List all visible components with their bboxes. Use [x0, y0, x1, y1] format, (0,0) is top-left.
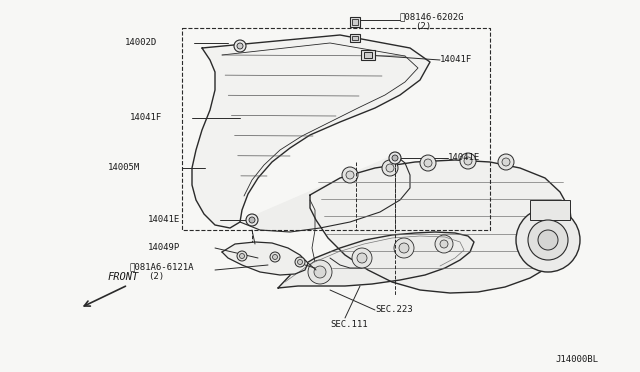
Circle shape — [386, 164, 394, 172]
Circle shape — [249, 217, 255, 223]
Bar — [530, 200, 570, 220]
Text: (2): (2) — [415, 22, 431, 31]
Circle shape — [314, 266, 326, 278]
Circle shape — [357, 253, 367, 263]
Text: 14002D: 14002D — [125, 38, 157, 47]
Circle shape — [420, 155, 436, 171]
Text: SEC.223: SEC.223 — [375, 305, 413, 314]
Text: Ⓑ08146-6202G: Ⓑ08146-6202G — [400, 12, 465, 21]
Bar — [352, 19, 358, 25]
Bar — [352, 36, 358, 40]
Circle shape — [237, 43, 243, 49]
Circle shape — [246, 214, 258, 226]
Circle shape — [538, 230, 558, 250]
Circle shape — [273, 254, 278, 260]
Circle shape — [528, 220, 568, 260]
Polygon shape — [240, 155, 410, 232]
Bar — [350, 17, 360, 27]
Text: 14041F: 14041F — [440, 55, 472, 64]
Circle shape — [498, 154, 514, 170]
Circle shape — [308, 260, 332, 284]
Circle shape — [382, 160, 398, 176]
Text: 14005M: 14005M — [108, 163, 140, 172]
Circle shape — [435, 235, 453, 253]
Circle shape — [399, 243, 409, 253]
Text: FRONT: FRONT — [108, 272, 140, 282]
Text: 14041E: 14041E — [448, 153, 480, 162]
Bar — [350, 34, 360, 42]
Bar — [361, 50, 375, 60]
Bar — [364, 52, 372, 58]
Circle shape — [234, 40, 246, 52]
Circle shape — [342, 167, 358, 183]
Circle shape — [237, 251, 247, 261]
Circle shape — [239, 253, 244, 259]
Circle shape — [270, 252, 280, 262]
Circle shape — [464, 157, 472, 165]
Circle shape — [460, 153, 476, 169]
Polygon shape — [222, 242, 308, 275]
Circle shape — [394, 238, 414, 258]
Circle shape — [502, 158, 510, 166]
Circle shape — [298, 260, 303, 264]
Polygon shape — [278, 232, 474, 288]
Text: SEC.111: SEC.111 — [330, 320, 367, 329]
Text: 14049P: 14049P — [148, 243, 180, 252]
Circle shape — [295, 257, 305, 267]
Circle shape — [389, 152, 401, 164]
Circle shape — [516, 208, 580, 272]
Text: 14041E: 14041E — [148, 215, 180, 224]
Text: (2): (2) — [148, 272, 164, 281]
Circle shape — [392, 155, 398, 161]
Polygon shape — [192, 35, 430, 228]
Circle shape — [440, 240, 448, 248]
Text: 14041F: 14041F — [130, 113, 163, 122]
Circle shape — [346, 171, 354, 179]
Circle shape — [352, 248, 372, 268]
Text: Ⓑ081A6-6121A: Ⓑ081A6-6121A — [130, 262, 195, 271]
Polygon shape — [310, 160, 572, 293]
Text: J14000BL: J14000BL — [555, 355, 598, 364]
Circle shape — [424, 159, 432, 167]
